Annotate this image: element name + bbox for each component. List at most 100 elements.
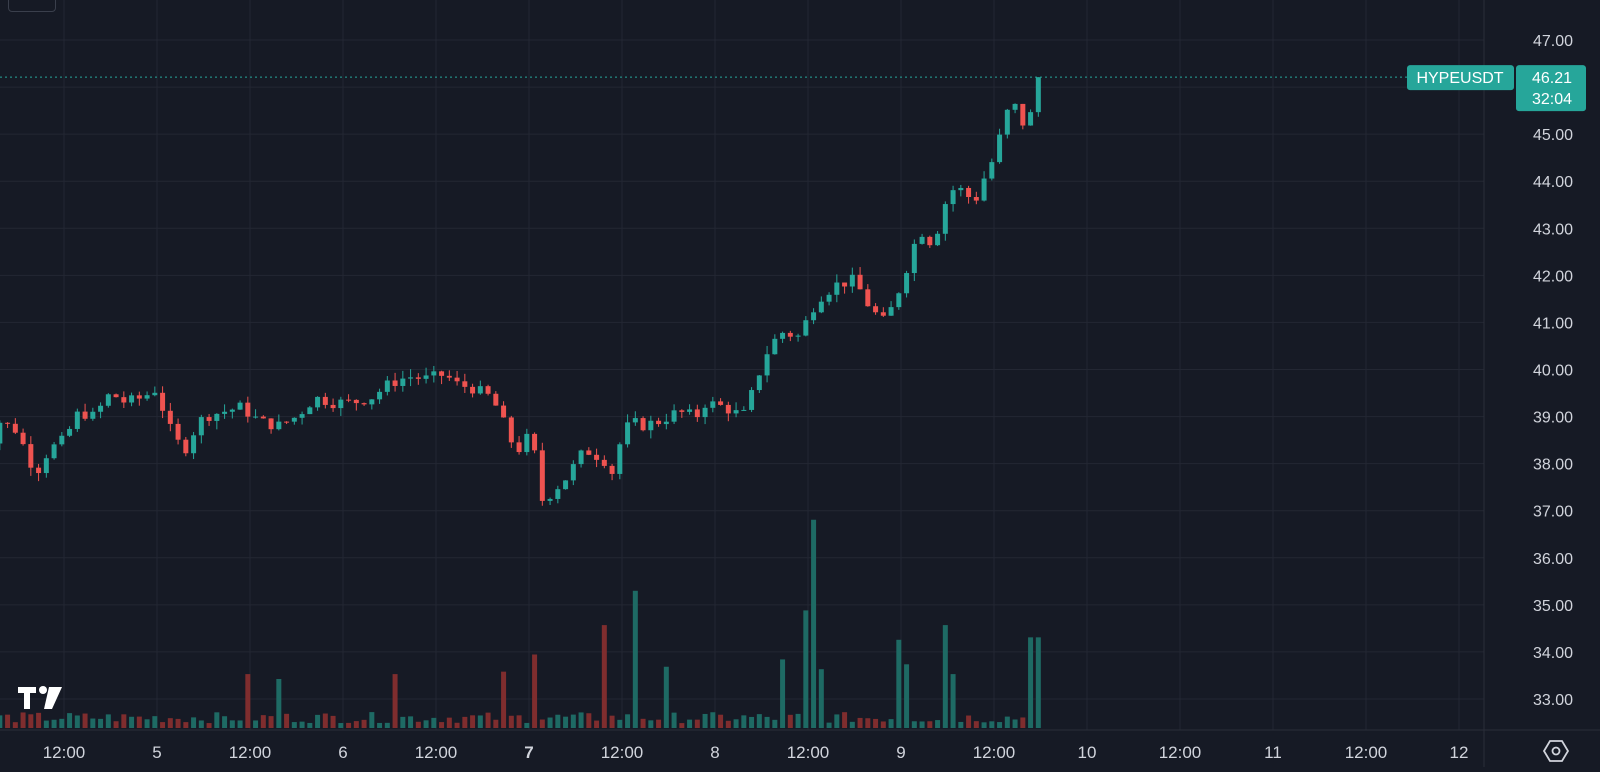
settings-hexagon-icon[interactable] — [1542, 738, 1570, 764]
candle-body[interactable] — [206, 417, 212, 421]
candle-body[interactable] — [795, 335, 801, 337]
candle-body[interactable] — [377, 391, 383, 400]
candle-body[interactable] — [423, 375, 429, 379]
candle-body[interactable] — [896, 293, 902, 308]
candle-body[interactable] — [198, 417, 204, 436]
candle-body[interactable] — [539, 450, 545, 501]
candle-body[interactable] — [973, 197, 979, 201]
candle-body[interactable] — [36, 467, 42, 474]
candle-body[interactable] — [997, 134, 1003, 163]
candle-body[interactable] — [787, 332, 793, 337]
candle-body[interactable] — [152, 392, 158, 396]
candle-body[interactable] — [919, 236, 925, 244]
candle-body[interactable] — [563, 480, 569, 490]
candle-body[interactable] — [98, 405, 104, 412]
candle-body[interactable] — [710, 401, 716, 408]
candle-body[interactable] — [462, 381, 468, 387]
candle-body[interactable] — [741, 409, 747, 411]
candle-body[interactable] — [222, 411, 228, 414]
candle-body[interactable] — [431, 371, 437, 376]
candle-body[interactable] — [671, 410, 677, 422]
candle-body[interactable] — [508, 417, 514, 443]
candle-body[interactable] — [167, 410, 173, 424]
candle-body[interactable] — [718, 401, 724, 405]
candle-body[interactable] — [105, 394, 111, 406]
candle-body[interactable] — [958, 187, 964, 191]
candle-body[interactable] — [764, 354, 770, 376]
candle-body[interactable] — [67, 428, 73, 436]
candle-body[interactable] — [594, 454, 600, 460]
candle-body[interactable] — [679, 410, 685, 412]
candle-body[interactable] — [470, 386, 476, 394]
candle-body[interactable] — [121, 397, 127, 403]
candle-body[interactable] — [144, 395, 150, 399]
candle-body[interactable] — [59, 435, 65, 445]
candle-body[interactable] — [183, 439, 189, 454]
candle-body[interactable] — [834, 282, 840, 295]
candle-body[interactable] — [299, 414, 305, 418]
candle-body[interactable] — [253, 416, 259, 418]
candle-body[interactable] — [74, 411, 80, 429]
candle-body[interactable] — [586, 450, 592, 455]
chart-control-box[interactable] — [8, 0, 56, 12]
candle-body[interactable] — [315, 396, 321, 408]
candle-body[interactable] — [570, 464, 576, 481]
candle-body[interactable] — [780, 332, 786, 339]
candle-body[interactable] — [578, 450, 584, 465]
candle-body[interactable] — [284, 421, 290, 423]
candle-body[interactable] — [640, 418, 646, 431]
candle-body[interactable] — [625, 422, 631, 445]
candle-body[interactable] — [981, 178, 987, 201]
candle-body[interactable] — [547, 498, 553, 501]
candle-body[interactable] — [369, 399, 375, 405]
candle-body[interactable] — [82, 411, 88, 419]
candle-body[interactable] — [950, 190, 956, 205]
candle-body[interactable] — [493, 393, 499, 406]
candle-body[interactable] — [353, 399, 359, 404]
candle-body[interactable] — [400, 378, 406, 386]
candle-body[interactable] — [656, 420, 662, 425]
candle-body[interactable] — [911, 243, 917, 274]
candle-body[interactable] — [873, 306, 879, 313]
candle-body[interactable] — [663, 421, 669, 425]
candle-body[interactable] — [687, 409, 693, 412]
candle-body[interactable] — [12, 423, 18, 433]
candle-body[interactable] — [43, 458, 49, 474]
candle-body[interactable] — [485, 386, 491, 394]
candle-body[interactable] — [5, 422, 11, 424]
candle-body[interactable] — [865, 289, 871, 307]
candle-body[interactable] — [322, 396, 328, 405]
candle-body[interactable] — [648, 420, 654, 431]
candle-body[interactable] — [904, 273, 910, 294]
candle-body[interactable] — [609, 465, 615, 474]
candle-body[interactable] — [160, 392, 166, 411]
candle-body[interactable] — [1012, 103, 1018, 110]
candlesticks[interactable] — [0, 77, 1041, 506]
candle-body[interactable] — [307, 407, 313, 415]
candle-body[interactable] — [803, 320, 809, 336]
candle-body[interactable] — [811, 312, 817, 321]
candle-body[interactable] — [136, 395, 142, 399]
candle-body[interactable] — [276, 421, 282, 430]
candle-body[interactable] — [384, 380, 390, 392]
candle-body[interactable] — [1020, 103, 1026, 126]
candle-body[interactable] — [601, 459, 607, 466]
candle-body[interactable] — [555, 489, 561, 499]
candle-body[interactable] — [927, 236, 933, 246]
candle-body[interactable] — [51, 444, 57, 459]
candle-body[interactable] — [880, 312, 886, 316]
candle-body[interactable] — [1035, 77, 1041, 113]
candle-body[interactable] — [113, 394, 119, 398]
candle-body[interactable] — [408, 377, 414, 379]
candle-body[interactable] — [857, 274, 863, 290]
candle-body[interactable] — [90, 411, 96, 419]
candle-body[interactable] — [477, 386, 483, 394]
candle-body[interactable] — [1004, 109, 1010, 135]
candle-body[interactable] — [129, 395, 135, 403]
candle-body[interactable] — [291, 417, 297, 422]
candle-body[interactable] — [532, 433, 538, 451]
candle-body[interactable] — [260, 416, 266, 419]
